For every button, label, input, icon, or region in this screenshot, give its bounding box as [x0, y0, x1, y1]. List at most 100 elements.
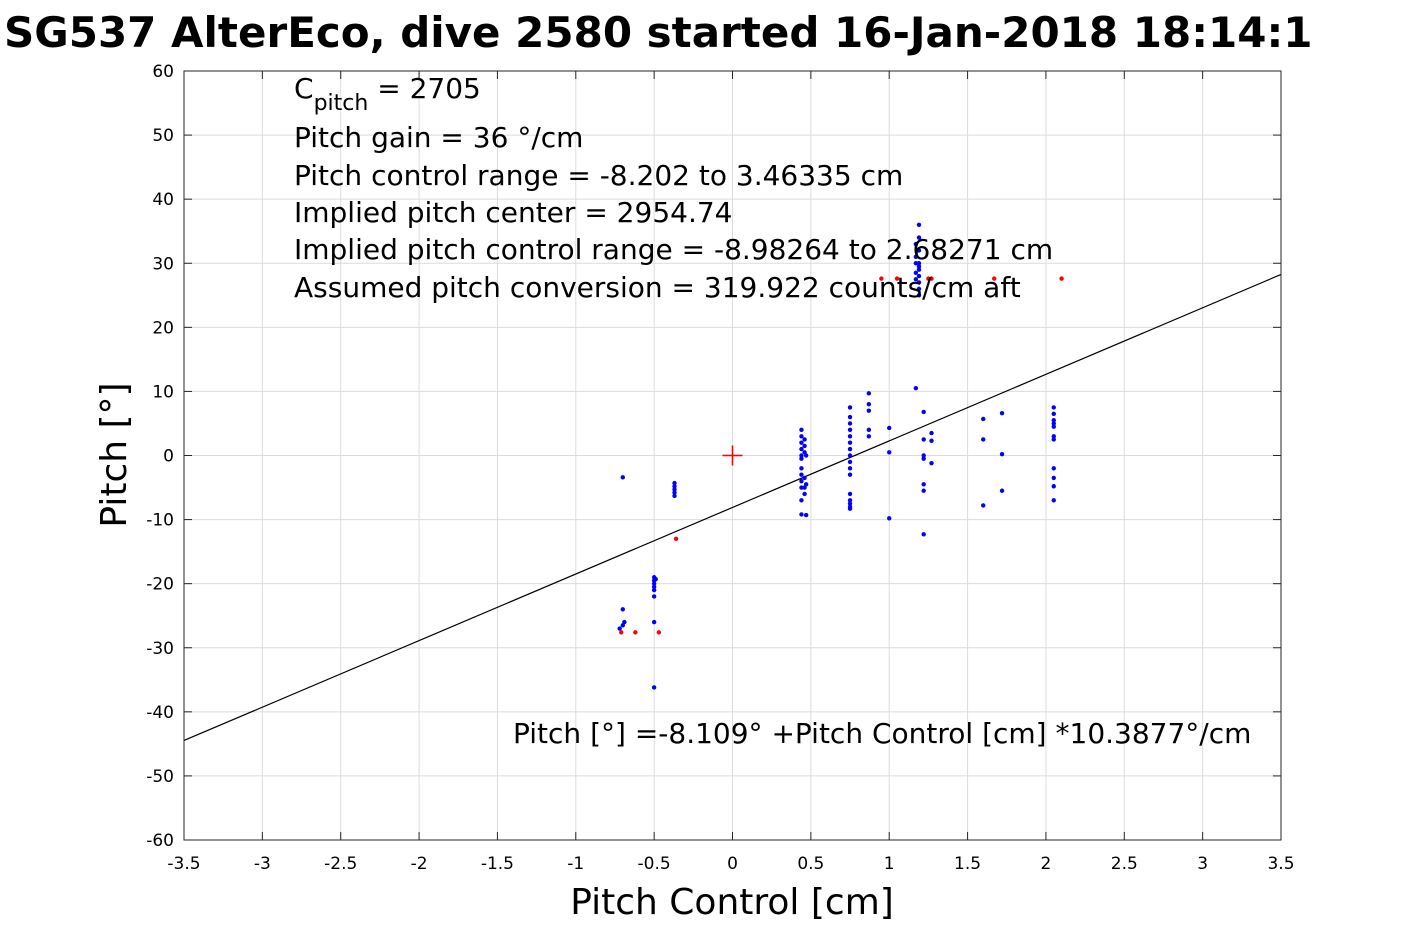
data-point: [866, 402, 872, 407]
data-point: [799, 498, 804, 503]
data-point: [656, 630, 662, 635]
data-point: [802, 475, 807, 481]
data-point: [981, 437, 986, 442]
x-tick-label: -2.5: [324, 854, 357, 874]
y-tick-label: -20: [146, 575, 174, 595]
y-tick-label: 30: [152, 254, 174, 274]
data-point: [620, 607, 625, 612]
data-point: [916, 248, 922, 253]
data-point: [799, 485, 804, 490]
grid-lines: [183, 70, 1282, 841]
data-point: [633, 630, 638, 635]
data-point: [1051, 424, 1056, 429]
data-point: [799, 456, 804, 461]
data-point: [921, 453, 926, 458]
data-point: [992, 276, 997, 281]
data-point: [1051, 421, 1056, 426]
x-tick-label: 3.5: [1267, 854, 1294, 874]
data-point: [1051, 498, 1056, 503]
data-point: [913, 261, 919, 266]
c-pitch-annotation: Cpitch = 2705: [294, 72, 481, 116]
data-point: [799, 440, 804, 445]
data-point: [847, 491, 853, 497]
pitch-gain-annotation: Pitch gain = 36 °/cm: [294, 121, 583, 154]
assumed-pitch-conversion-annotation: Assumed pitch conversion = 319.922 count…: [294, 271, 1021, 304]
data-point: [799, 472, 804, 477]
x-tick-label: -3: [254, 854, 271, 874]
y-tick-label: -10: [146, 511, 174, 531]
data-point: [672, 480, 677, 486]
x-axis-label: Pitch Control [cm]: [570, 882, 894, 923]
data-point: [887, 425, 892, 431]
data-point: [999, 452, 1005, 457]
data-point: [1059, 276, 1064, 281]
data-point: [802, 437, 807, 442]
data-point: [1051, 475, 1056, 481]
data-point: [921, 409, 926, 415]
data-point: [673, 536, 679, 542]
data-point: [803, 512, 809, 518]
data-point: [913, 386, 919, 391]
data-point: [981, 503, 986, 508]
data-point: [1051, 405, 1056, 410]
data-point: [887, 450, 892, 455]
data-point: [672, 493, 677, 499]
data-point: [799, 478, 804, 484]
data-point: [1051, 418, 1056, 423]
data-point: [847, 466, 853, 471]
data-point: [866, 434, 872, 439]
data-point: [1051, 434, 1056, 439]
axis-ticks: -3.5 -3 -2.5 -2 -1.5 -1 -0.5 0 0.5 1 1.5 2 2.5 3 3.5 -6…: [146, 62, 1294, 874]
y-tick-label: -30: [146, 639, 174, 659]
data-point: [651, 587, 657, 593]
y-tick-label: -50: [146, 767, 174, 787]
x-tick-label: -3.5: [167, 854, 200, 874]
data-point: [921, 488, 926, 493]
data-point: [879, 276, 884, 281]
data-point: [913, 270, 919, 276]
data-point: [913, 277, 919, 282]
fit-line: [183, 273, 1282, 742]
data-point: [847, 459, 853, 465]
data-point: [799, 512, 804, 517]
y-tick-label: 10: [152, 382, 174, 402]
x-tick-label: 3: [1197, 854, 1208, 874]
data-point: [929, 438, 934, 443]
y-axis-label: Pitch [°]: [94, 382, 135, 527]
data-point: [847, 414, 853, 420]
fit-line-group: [183, 273, 1282, 742]
data-point: [672, 487, 677, 492]
data-point: [1051, 437, 1056, 442]
data-point: [847, 453, 853, 458]
data-point: [799, 466, 804, 471]
data-point: [619, 630, 624, 635]
data-point: [916, 286, 922, 292]
y-tick-label: 50: [152, 126, 174, 146]
data-point: [847, 405, 853, 410]
data-point: [916, 293, 922, 298]
data-point: [926, 276, 931, 281]
data-point: [617, 626, 622, 631]
x-tick-label: 1: [884, 854, 895, 874]
data-point: [651, 584, 657, 590]
data-point: [916, 280, 922, 285]
data-point: [921, 532, 926, 537]
data-point: [916, 261, 922, 266]
data-point: [929, 430, 934, 436]
data-point: [866, 408, 872, 413]
data-point: [894, 276, 900, 281]
data-point: [999, 488, 1005, 493]
data-point: [999, 411, 1005, 416]
x-tick-label: -1: [567, 854, 584, 874]
data-point: [921, 456, 926, 461]
data-point: [916, 235, 922, 240]
data-point: [622, 619, 627, 625]
fit-equation-annotation: Pitch [°] =-8.109° +Pitch Control [cm] *…: [513, 717, 1251, 750]
y-tick-label: 60: [152, 62, 174, 82]
y-tick-label: -60: [146, 831, 174, 851]
data-point: [799, 446, 804, 452]
y-tick-label: -40: [146, 703, 174, 723]
pitch-control-range-annotation: Pitch control range = -8.202 to 3.46335 …: [294, 159, 903, 192]
